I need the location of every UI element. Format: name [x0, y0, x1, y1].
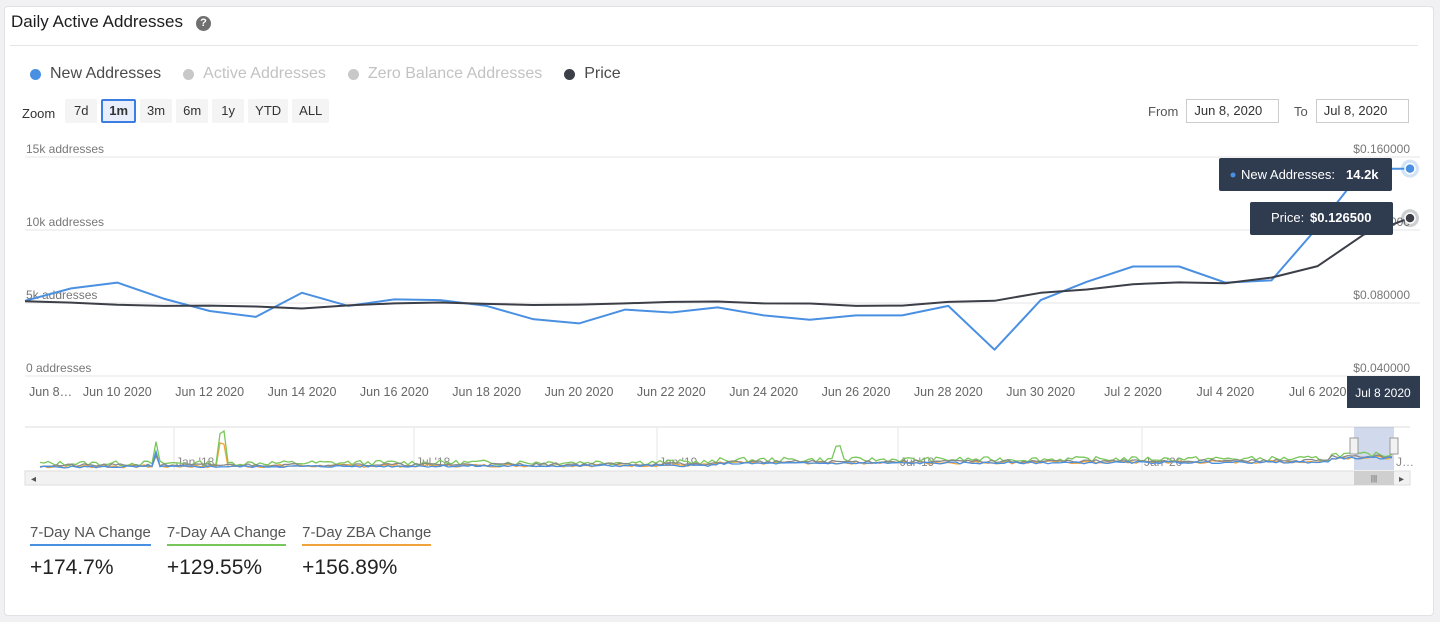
navigator-scrollbar [24, 470, 1411, 486]
x-tick-label: Jul 2 2020 [1104, 385, 1162, 399]
navigator-series-line [39, 448, 1393, 469]
scrollbar-grip-icon: ||| [1371, 474, 1377, 483]
navigator-series-line [39, 429, 1393, 467]
y-right-tick-label: $0.040000 [1353, 361, 1410, 375]
legend-dot-icon [347, 68, 359, 80]
legend-item-new-addresses[interactable]: New Addresses [30, 65, 161, 83]
x-tick-label: Jun 8… [29, 385, 72, 399]
series-line-price [24, 217, 1411, 310]
x-tick-label: Jun 14 2020 [268, 385, 337, 399]
tooltip-price [1250, 202, 1393, 235]
from-label: From [1148, 103, 1179, 119]
x-tick-label: Jun 16 2020 [360, 385, 429, 399]
legend-label: New Addresses [50, 65, 162, 82]
x-tick-label: Jun 12 2020 [175, 385, 244, 399]
change-stats: 7-Day NA Change +174.7% 7-Day AA Change … [30, 524, 432, 580]
legend-item-active-addresses[interactable]: Active Addresses [183, 65, 326, 83]
tooltip-value: $0.126500 [1310, 210, 1371, 225]
stat-label: 7-Day NA Change [30, 524, 151, 546]
tooltip-label: New Addresses: [1241, 167, 1335, 182]
navigator-selection [1354, 427, 1394, 470]
x-tick-label: Jun 28 2020 [914, 385, 983, 399]
x-tick-label: Jul 6 2020 [1289, 385, 1347, 399]
legend-dot-icon [30, 68, 41, 80]
x-tick-label: Jul 4 2020 [1196, 385, 1254, 399]
zoom-1m-button[interactable]: 1m [101, 99, 137, 123]
y-left-tick-label: 5k addresses [26, 288, 97, 302]
data-point-new-addresses [1404, 162, 1416, 175]
tooltip-dot-icon [1230, 172, 1236, 178]
stat-zba-change: 7-Day ZBA Change +156.89% [302, 524, 432, 580]
title-divider [10, 45, 1418, 46]
x-tick-label: Jun 10 2020 [83, 385, 152, 399]
legend-item-zero-balance-addresses[interactable]: Zero Balance Addresses [347, 65, 543, 83]
x-crosshair-label [1347, 376, 1420, 408]
tooltip-new-addresses [1219, 158, 1392, 191]
zoom-ytd-button[interactable]: YTD [248, 99, 289, 123]
navigator-series-line [39, 442, 1393, 469]
stat-na-change: 7-Day NA Change +174.7% [30, 524, 151, 580]
tooltip-label: Price: [1271, 210, 1304, 225]
x-tick-label: Jun 30 2020 [1006, 385, 1075, 399]
navigator-label: J… [1396, 455, 1414, 469]
navigator-scrollbar-thumb [1354, 471, 1394, 485]
y-right-tick-label: $0.160000 [1353, 142, 1410, 156]
zoom-7d-button[interactable]: 7d [65, 99, 98, 123]
x-tick-label: Jun 22 2020 [637, 385, 706, 399]
y-right-tick-label: $0.080000 [1353, 288, 1410, 302]
navigator-handle [1389, 437, 1399, 455]
legend-label: Price [584, 65, 621, 82]
zoom-all-button[interactable]: ALL [292, 99, 330, 123]
scroll-left-icon: ◂ [31, 474, 36, 485]
legend-item-price[interactable]: Price [564, 65, 621, 83]
stat-value: +174.7% [30, 556, 114, 579]
zoom-3m-button[interactable]: 3m [140, 99, 173, 123]
x-tick-label: Jun 24 2020 [729, 385, 798, 399]
legend-dot-icon [564, 68, 576, 80]
zoom-6m-button[interactable]: 6m [176, 99, 209, 123]
legend-label: Zero Balance Addresses [367, 65, 543, 82]
stat-value: +129.55% [166, 556, 263, 579]
date-range-from: From Jun 8, 2020 [1148, 99, 1280, 123]
y-left-tick-label: 15k addresses [26, 142, 104, 156]
to-date-input[interactable]: Jul 8, 2020 [1315, 99, 1409, 123]
from-date-input[interactable]: Jun 8, 2020 [1186, 99, 1280, 123]
zoom-label: Zoom [22, 105, 56, 121]
chart-legend: New Addresses Active Addresses Zero Bala… [30, 65, 621, 83]
y-left-tick-label: 0 addresses [26, 361, 91, 375]
x-tick-label: Jun 18 2020 [452, 385, 521, 399]
y-left-tick-label: 10k addresses [26, 215, 104, 229]
series-line-new-addresses [24, 167, 1410, 351]
navigator-handle [1349, 437, 1359, 455]
chart-title: Daily Active Addresses [11, 12, 183, 31]
crosshair-date-label: Jul 8 2020 [1355, 386, 1411, 400]
tooltip-value: 14.2k [1346, 167, 1379, 182]
stat-label: 7-Day ZBA Change [302, 524, 432, 546]
legend-label: Active Addresses [203, 65, 326, 82]
x-tick-label: Jun 20 2020 [545, 385, 614, 399]
zoom-1y-button[interactable]: 1y [212, 99, 245, 123]
help-icon[interactable]: ? [196, 16, 211, 31]
legend-dot-icon [183, 68, 195, 80]
date-range-to: To Jul 8, 2020 [1294, 99, 1409, 123]
stat-label: 7-Day AA Change [166, 524, 287, 546]
stat-value: +156.89% [302, 556, 398, 579]
data-point-price [1404, 212, 1416, 224]
to-label: To [1294, 103, 1308, 119]
scroll-right-icon: ▸ [1399, 474, 1404, 485]
stat-aa-change: 7-Day AA Change +129.55% [166, 524, 287, 580]
zoom-controls: Zoom 7d 1m 3m 6m 1y YTD ALL [22, 99, 330, 123]
x-tick-label: Jun 26 2020 [822, 385, 891, 399]
